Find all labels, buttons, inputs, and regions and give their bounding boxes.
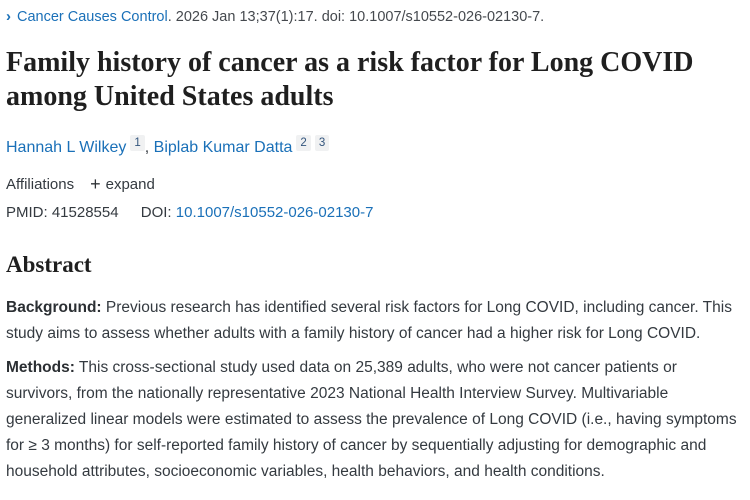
article-page: › Cancer Causes Control. 2026 Jan 13;37(1…: [6, 8, 738, 485]
author-separator: ,: [144, 139, 150, 156]
identifiers-row: PMID: 41528554 DOI: 10.1007/s10552-026-0…: [6, 204, 738, 221]
abstract-heading: Abstract: [6, 252, 92, 277]
abstract-paragraph-methods: Methods: This cross-sectional study used…: [6, 355, 738, 485]
methods-label: Methods:: [6, 359, 75, 376]
chevron-right-icon[interactable]: ›: [6, 8, 11, 25]
affiliations-row: Affiliations + expand: [6, 174, 738, 195]
citation-meta: . 2026 Jan 13;37(1):17. doi: 10.1007/s10…: [167, 9, 545, 25]
pmid-label: PMID:: [6, 204, 48, 221]
doi-link[interactable]: 10.1007/s10552-026-02130-7: [175, 204, 374, 221]
article-title: Family history of cancer as a risk facto…: [6, 47, 694, 112]
affiliations-label: Affiliations: [6, 176, 75, 193]
expand-label: expand: [105, 176, 155, 193]
affiliation-superscript-3[interactable]: 3: [314, 135, 330, 151]
author-link-wilkey[interactable]: Hannah L Wilkey: [6, 139, 127, 156]
affiliation-superscript-2[interactable]: 2: [296, 135, 311, 151]
expand-affiliations-button[interactable]: + expand: [90, 174, 155, 195]
background-text: Previous research has identified several…: [6, 299, 732, 342]
plus-icon: +: [90, 174, 101, 194]
affiliation-superscript-1[interactable]: 1: [130, 135, 145, 151]
doi-group: DOI: 10.1007/s10552-026-02130-7: [141, 204, 374, 221]
journal-link[interactable]: Cancer Causes Control: [17, 9, 168, 25]
methods-text: This cross-sectional study used data on …: [6, 359, 737, 480]
author-link-datta[interactable]: Biplab Kumar Datta: [153, 139, 293, 156]
journal-citation-bar: › Cancer Causes Control. 2026 Jan 13;37(1…: [6, 8, 738, 25]
authors-list: Hannah L Wilkey 1, Biplab Kumar Datta 2 3: [6, 135, 738, 157]
background-label: Background:: [6, 299, 102, 316]
abstract-paragraph-background: Background: Previous research has identi…: [6, 295, 738, 347]
pmid-value: 41528554: [51, 204, 119, 221]
doi-label: DOI:: [140, 204, 172, 221]
